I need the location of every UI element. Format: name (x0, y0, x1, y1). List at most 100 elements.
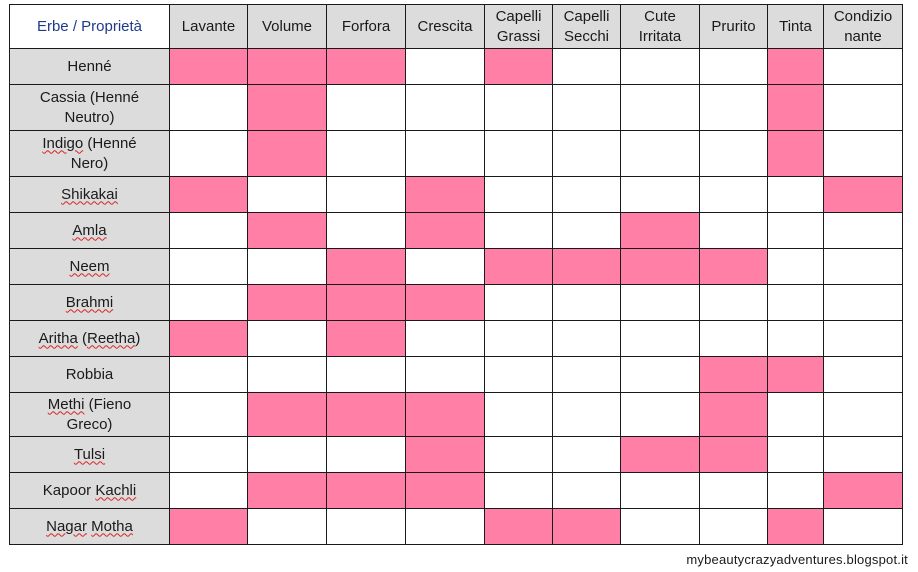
property-cell-empty (552, 436, 621, 473)
table-row: Tulsi (9, 436, 903, 473)
column-header-line: Prurito (711, 17, 756, 35)
property-cell-empty (247, 176, 327, 213)
property-cell-empty (767, 284, 824, 321)
herb-name-line: Neutro) (64, 108, 115, 126)
property-cell-empty (767, 320, 824, 357)
herb-name-cell: Amla (9, 212, 170, 249)
property-cell-empty (552, 176, 621, 213)
table-row: Brahmi (9, 284, 903, 321)
herb-name-line: Robbia (65, 365, 114, 383)
column-header-10: Condizio nante (823, 4, 903, 49)
property-cell-empty (552, 356, 621, 393)
column-header-5: Capelli Grassi (484, 4, 553, 49)
property-cell-empty (823, 392, 903, 437)
property-cell-marked (405, 212, 485, 249)
herb-name-line: Shikakai (61, 185, 118, 203)
herb-name-line: Tulsi (73, 445, 106, 463)
table-row: Neem (9, 248, 903, 285)
corner-header: Erbe / Proprietà (9, 4, 170, 49)
property-cell-marked (247, 48, 327, 85)
property-cell-empty (484, 130, 553, 177)
property-cell-marked (823, 176, 903, 213)
property-cell-empty (484, 472, 553, 509)
blog-credit: mybeautycrazyadventures.blogspot.it (686, 552, 908, 567)
column-header-line: Forfora (341, 17, 391, 35)
herb-name-cell: Nagar Motha (9, 508, 170, 545)
property-cell-marked (552, 508, 621, 545)
property-cell-empty (699, 320, 768, 357)
property-cell-empty (326, 212, 406, 249)
herb-name-cell: Aritha (Reetha) (9, 320, 170, 357)
property-cell-marked (326, 48, 406, 85)
property-cell-empty (767, 472, 824, 509)
property-cell-empty (326, 84, 406, 131)
property-cell-empty (620, 356, 700, 393)
property-cell-empty (169, 248, 248, 285)
property-cell-empty (552, 320, 621, 357)
property-cell-empty (484, 84, 553, 131)
property-cell-empty (620, 176, 700, 213)
property-cell-empty (169, 284, 248, 321)
property-cell-empty (247, 508, 327, 545)
property-cell-empty (823, 84, 903, 131)
property-cell-empty (552, 48, 621, 85)
property-cell-empty (620, 508, 700, 545)
property-cell-marked (620, 436, 700, 473)
property-cell-empty (169, 472, 248, 509)
property-cell-empty (484, 392, 553, 437)
column-header-line: Crescita (417, 17, 473, 35)
column-header-line: Irritata (638, 27, 682, 45)
property-cell-empty (620, 320, 700, 357)
property-cell-empty (823, 212, 903, 249)
property-cell-empty (699, 508, 768, 545)
property-cell-empty (552, 212, 621, 249)
herb-name-line: Methi (Fieno (47, 395, 132, 413)
property-cell-empty (767, 248, 824, 285)
table-row: Henné (9, 48, 903, 85)
property-cell-empty (326, 176, 406, 213)
property-cell-marked (699, 356, 768, 393)
property-cell-empty (620, 48, 700, 85)
herb-name-line: Kapoor Kachli (42, 481, 137, 499)
property-cell-empty (767, 436, 824, 473)
table-row: Robbia (9, 356, 903, 393)
property-cell-marked (620, 248, 700, 285)
property-cell-marked (767, 48, 824, 85)
column-header-line: Capelli (563, 7, 610, 25)
property-cell-empty (699, 284, 768, 321)
property-cell-marked (326, 248, 406, 285)
property-cell-empty (823, 356, 903, 393)
column-header-line: Condizio (833, 7, 893, 25)
property-cell-empty (767, 392, 824, 437)
property-cell-empty (405, 84, 485, 131)
herb-name-line: Henné (67, 57, 112, 75)
property-cell-empty (169, 436, 248, 473)
property-cell-marked (767, 356, 824, 393)
property-cell-empty (699, 176, 768, 213)
table-row: Methi (Fieno Greco) (9, 392, 903, 437)
column-header-6: Capelli Secchi (552, 4, 621, 49)
property-cell-marked (169, 508, 248, 545)
property-cell-empty (169, 356, 248, 393)
property-cell-empty (405, 356, 485, 393)
property-cell-marked (405, 472, 485, 509)
property-cell-empty (484, 284, 553, 321)
property-cell-marked (326, 284, 406, 321)
property-cell-empty (620, 130, 700, 177)
property-cell-empty (620, 84, 700, 131)
column-header-line: Tinta (779, 17, 812, 35)
property-cell-empty (247, 320, 327, 357)
property-cell-empty (326, 356, 406, 393)
herb-name-line: Nagar Motha (46, 517, 133, 535)
property-cell-empty (326, 436, 406, 473)
herb-name-line: Aritha (Reetha) (38, 329, 141, 347)
column-header-line: Lavante (181, 17, 236, 35)
property-cell-empty (169, 84, 248, 131)
property-cell-empty (620, 392, 700, 437)
column-header-4: Crescita (405, 4, 485, 49)
herb-name-cell: Neem (9, 248, 170, 285)
column-header-8: Prurito (699, 4, 768, 49)
property-cell-empty (405, 130, 485, 177)
property-cell-marked (767, 508, 824, 545)
property-cell-marked (405, 284, 485, 321)
